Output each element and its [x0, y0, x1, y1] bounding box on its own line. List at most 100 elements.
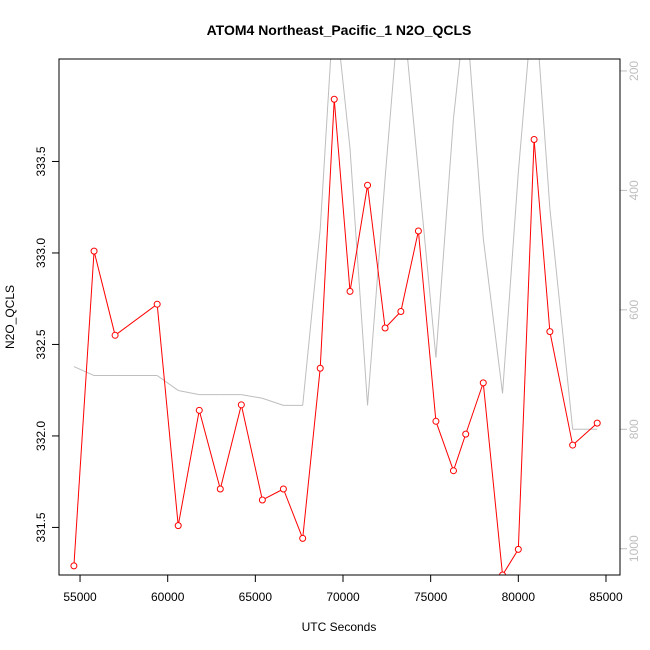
series-1-segment	[319, 59, 332, 230]
series-0-segment	[384, 311, 402, 329]
series-layer	[70, 59, 601, 575]
series-0-segment	[482, 382, 504, 575]
series-0-point	[346, 287, 354, 295]
series-0-segment	[435, 421, 454, 471]
x-axis-label: UTC Seconds	[302, 620, 377, 634]
series-0-point	[499, 571, 507, 575]
series-0-point	[90, 247, 98, 255]
series-0-segment	[502, 549, 519, 575]
series-1-segment	[262, 397, 284, 406]
series-0-segment	[533, 139, 551, 332]
series-0-point	[279, 485, 287, 493]
series-1-segment	[349, 148, 369, 406]
series-0-point	[432, 417, 440, 425]
series-0-segment	[465, 382, 484, 435]
series-0-segment	[400, 230, 419, 312]
series-0-point	[174, 522, 182, 530]
series-0-point	[546, 328, 554, 336]
series-0-point	[111, 331, 119, 339]
series-1-segment	[482, 238, 504, 394]
series-0-segment	[333, 99, 351, 292]
y2-tick-label: 800	[627, 419, 641, 439]
x-tick-label: 70000	[326, 590, 360, 604]
series-1-segment	[367, 178, 386, 406]
series-1-segment	[73, 366, 95, 376]
series-0-segment	[319, 99, 335, 369]
y2-tick-label: 600	[627, 300, 641, 320]
series-0-point	[414, 227, 422, 235]
series-0-segment	[177, 410, 200, 526]
series-0-segment	[517, 139, 535, 550]
y2-tick-label: 200	[627, 61, 641, 81]
series-1-segment	[502, 172, 519, 394]
series-0-segment	[262, 488, 284, 501]
series-0-segment	[73, 251, 95, 566]
series-0-segment	[572, 422, 598, 446]
series-0-point	[299, 534, 307, 542]
series-0-point	[216, 485, 224, 493]
y2-tick-label: 1000	[627, 535, 641, 562]
series-0-point	[153, 300, 161, 308]
series-0-point	[364, 181, 372, 189]
series-0-point	[258, 496, 266, 504]
x-tick-label: 65000	[239, 590, 273, 604]
series-1-segment	[178, 389, 200, 396]
series-0-point	[530, 136, 538, 144]
y-tick-label: 331.5	[34, 512, 48, 542]
x-tick-label: 75000	[414, 590, 448, 604]
y-tick-label: 333.5	[34, 146, 48, 176]
series-0-segment	[452, 433, 467, 471]
series-0-segment	[198, 410, 221, 490]
x-tick-label: 55000	[63, 590, 97, 604]
series-0-point	[330, 95, 338, 103]
series-0-segment	[417, 230, 437, 422]
series-0-segment	[219, 404, 242, 490]
series-0-point	[479, 379, 487, 387]
series-1-segment	[417, 172, 437, 358]
series-1-segment	[241, 394, 263, 399]
series-0-segment	[282, 488, 304, 539]
axes-layer: 55000 60000 65000 70000 75000 80000 85000 331.5…	[34, 61, 641, 604]
series-1-segment	[452, 59, 461, 119]
plot-frame	[58, 58, 621, 576]
series-1-segment	[517, 59, 529, 173]
series-1-segment	[549, 208, 574, 430]
series-0-point	[514, 545, 522, 553]
series-1-segment	[435, 118, 454, 358]
x-tick-label: 60000	[151, 590, 185, 604]
series-0-segment	[93, 251, 116, 336]
series-0-point	[569, 441, 577, 449]
series-1-segment	[469, 59, 484, 239]
y-tick-label: 332.5	[34, 329, 48, 359]
x-tick-label: 85000	[589, 590, 623, 604]
series-0-point	[593, 419, 601, 427]
series-0-segment	[367, 185, 386, 329]
series-1-segment	[384, 59, 396, 179]
chart-title: ATOM4 Northeast_Pacific_1 N2O_QCLS	[207, 22, 472, 38]
series-1-segment	[340, 59, 351, 149]
series-0-point	[316, 364, 324, 372]
series-0-point	[397, 308, 405, 316]
series-0-point	[237, 401, 245, 409]
series-0-segment	[349, 185, 369, 292]
series-0-segment	[302, 368, 321, 539]
x-tick-label: 80000	[502, 590, 536, 604]
y2-tick-label: 400	[627, 180, 641, 200]
y-tick-label: 333.0	[34, 238, 48, 268]
series-0-segment	[156, 304, 179, 526]
series-0-point	[462, 430, 470, 438]
series-0-segment	[114, 303, 158, 336]
series-1-segment	[538, 59, 551, 209]
series-0-segment	[240, 404, 263, 501]
series-0-point	[195, 406, 203, 414]
series-0-point	[381, 324, 389, 332]
series-1-segment	[156, 375, 179, 391]
series-0-segment	[549, 331, 574, 446]
series-1-segment	[407, 59, 419, 173]
series-0-point	[449, 467, 457, 475]
y-tick-label: 332.0	[34, 421, 48, 451]
series-0-point	[70, 562, 78, 570]
y-axis-label: N2O_QCLS	[3, 285, 17, 349]
series-1-segment	[302, 229, 321, 406]
